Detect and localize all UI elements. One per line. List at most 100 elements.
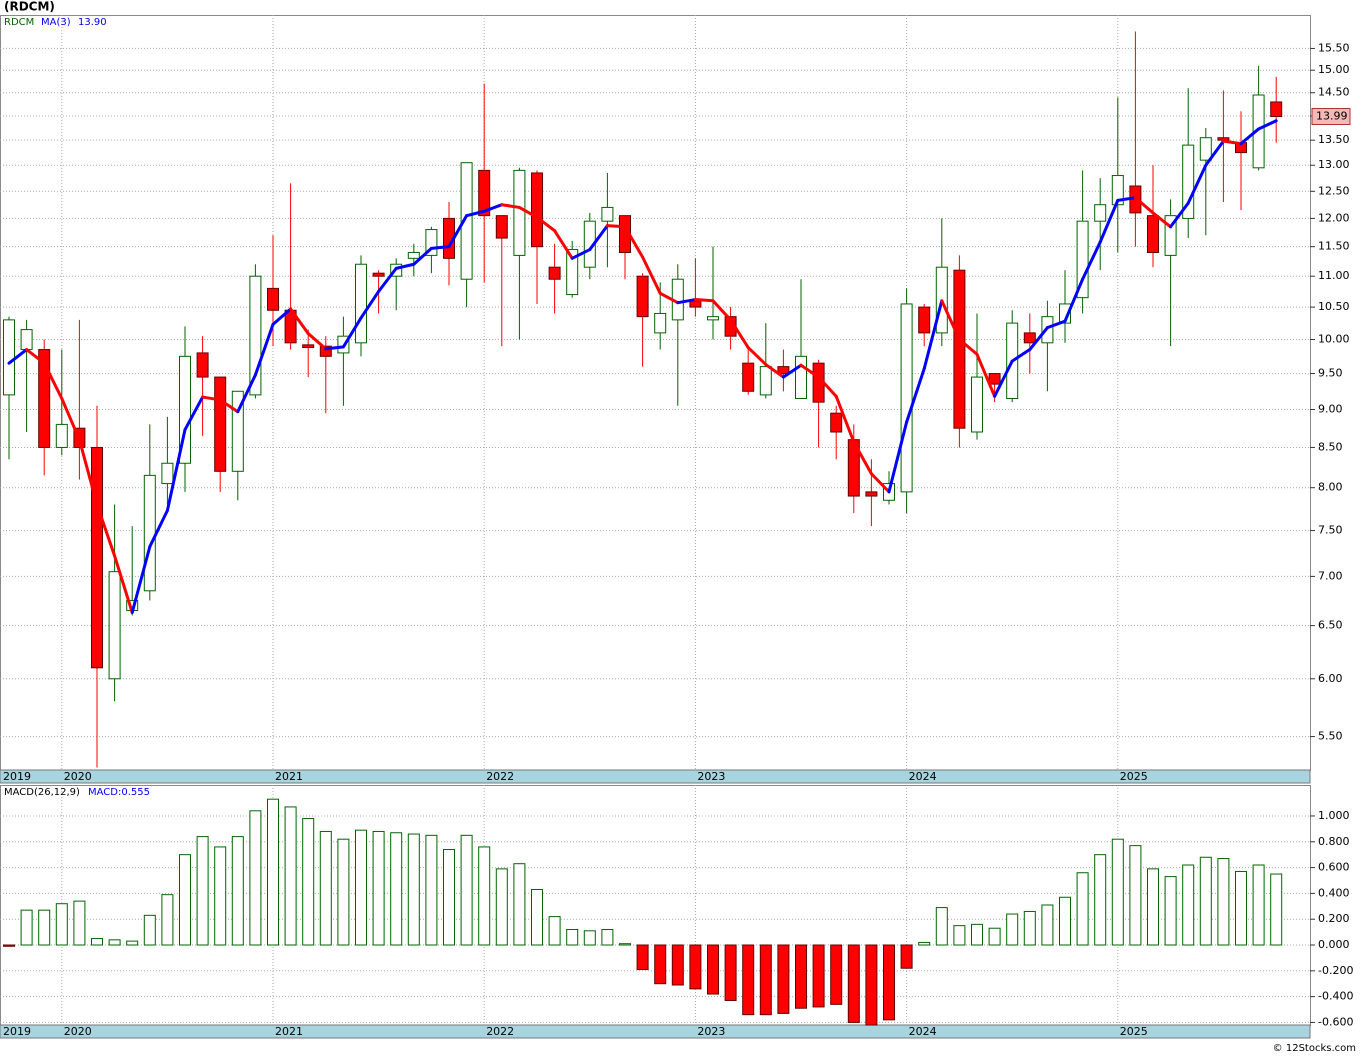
ma-line-segment (1098, 198, 1120, 244)
ma-line-segment (1116, 196, 1137, 202)
y-tick-label: 12.00 (1318, 211, 1350, 224)
ma-line-segment (852, 440, 873, 476)
macd-bar (1023, 910, 1036, 946)
macd-value: MACD:0.555 (88, 787, 150, 798)
macd-bar (460, 834, 473, 946)
legend-name: RDCM (4, 17, 34, 28)
legend-ma-value: 13.90 (78, 17, 107, 28)
ma-line-segment (271, 307, 293, 326)
macd-bar (531, 889, 543, 946)
macd-bar (830, 944, 843, 1005)
macd-bar (583, 930, 596, 946)
macd-bar (73, 900, 86, 946)
y-tick-label: 11.00 (1318, 269, 1350, 282)
y-tick-label: 9.00 (1318, 402, 1343, 415)
ma-line-segment (377, 266, 398, 293)
macd-bar (654, 944, 667, 985)
candle-body (425, 229, 438, 256)
plot-area (0, 15, 1311, 771)
y-tick-label: 0.200 (1318, 912, 1350, 925)
ma-line-segment (623, 225, 645, 259)
x-tick-label: 2020 (64, 770, 92, 783)
y-tick-label: 0.400 (1318, 886, 1350, 899)
ma-line-segment (429, 245, 451, 250)
ma-line-segment (729, 318, 750, 350)
last-price-label: 13.99 (1316, 110, 1348, 123)
macd-bar (214, 846, 227, 946)
x-tick-label: 2025 (1120, 1025, 1148, 1038)
ma-line-segment (905, 367, 926, 424)
ma-line-segment (1186, 163, 1208, 205)
candle-body (1182, 144, 1195, 219)
candle-body (355, 263, 367, 344)
macd-bar (847, 944, 860, 1023)
candle-body (1076, 220, 1089, 299)
ma-line-segment (500, 203, 521, 209)
candle-body (1252, 94, 1265, 169)
ma-line-segment (60, 397, 81, 442)
ma-line-segment (324, 345, 345, 351)
ma-line-segment (764, 363, 785, 379)
ma-line-segment (957, 338, 979, 356)
macd-bar (865, 944, 878, 1026)
candle-body (1023, 332, 1036, 344)
ma-line-segment (77, 438, 99, 507)
x-tick-label: 2019 (3, 1025, 31, 1038)
y-tick-label: 0.600 (1318, 861, 1350, 874)
candle-body (795, 355, 807, 400)
ma-line-segment (42, 361, 64, 401)
macd-bar (900, 944, 913, 969)
candle-body (531, 172, 543, 248)
ma-line-segment (1010, 348, 1032, 363)
macd-bar (812, 944, 825, 1008)
candle-body (1164, 215, 1177, 256)
candle-body (654, 312, 667, 334)
macd-bar (548, 916, 561, 946)
ma-line-segment (148, 509, 169, 549)
macd-bar (636, 944, 649, 971)
candle-body (478, 169, 491, 217)
ma-line-segment (465, 209, 486, 218)
macd-bar (918, 941, 931, 946)
macd-bar (161, 894, 174, 946)
ma-line-segment (535, 215, 557, 233)
candle-body (249, 275, 262, 396)
candle-body (988, 373, 1001, 385)
candle-body (38, 349, 51, 448)
candle-body (407, 251, 420, 259)
y-tick-label: 8.50 (1318, 440, 1343, 453)
macd-bar (759, 944, 772, 1016)
ma-line-segment (676, 298, 697, 305)
macd-bar (707, 944, 719, 995)
macd-bar (495, 868, 508, 946)
macd-bar (724, 944, 737, 1001)
candle-body (3, 319, 15, 396)
candle-body (971, 376, 983, 433)
y-tick-label: 5.50 (1318, 730, 1343, 743)
ma-line-segment (1221, 139, 1243, 146)
ma-line-segment (1063, 277, 1085, 323)
x-tick-label: 2023 (697, 1025, 725, 1038)
macd-bar (337, 838, 350, 946)
candle-body (566, 249, 579, 296)
ma-line-segment (658, 291, 680, 305)
macd-bar (1094, 854, 1107, 946)
candle-body (91, 446, 103, 669)
macd-bar (55, 903, 68, 946)
ma-line-segment (1151, 211, 1173, 229)
ma-line-segment (394, 262, 416, 270)
macd-bar (1129, 845, 1142, 946)
y-tick-label: 15.50 (1318, 41, 1350, 54)
macd-bar (390, 832, 403, 946)
macd-bar (601, 929, 614, 946)
x-tick-label: 2019 (3, 770, 31, 783)
candle-body (601, 206, 614, 222)
candle-body (267, 287, 279, 311)
y-tick-label: 12.50 (1318, 184, 1350, 197)
macd-bar (1164, 876, 1177, 946)
candle-body (1111, 175, 1124, 206)
candle-body (143, 474, 156, 592)
macd-bar (1059, 896, 1071, 946)
ma-line-segment (7, 348, 29, 365)
